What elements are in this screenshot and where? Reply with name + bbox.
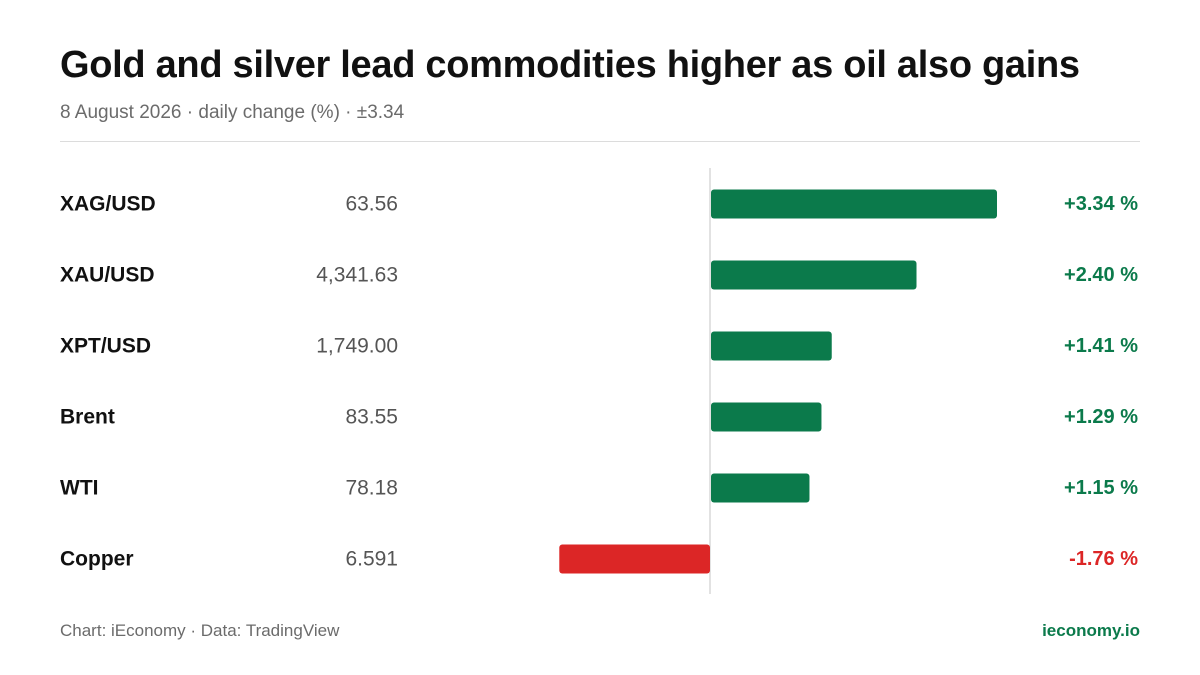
category-label: Brent [60, 406, 115, 429]
change-label: -1.76 % [1069, 548, 1138, 570]
chart-row: WTI 78.18 +1.15 % [60, 473, 1138, 503]
category-label: XAG/USD [60, 193, 156, 216]
chart-subtitle: 8 August 2026 · daily change (%) · ±3.34 [60, 102, 405, 123]
change-label: +1.41 % [1064, 335, 1138, 357]
bar [711, 473, 810, 503]
category-label: WTI [60, 477, 98, 500]
bar [711, 189, 997, 219]
price-label: 78.18 [345, 477, 398, 500]
bar [559, 544, 710, 574]
chart-row: XAU/USD 4,341.63 +2.40 % [60, 260, 1138, 290]
change-label: +3.34 % [1064, 193, 1138, 215]
bar [711, 402, 822, 432]
chart-row: XAG/USD 63.56 +3.34 % [60, 189, 1138, 219]
price-label: 4,341.63 [316, 264, 398, 287]
chart-row: XPT/USD 1,749.00 +1.41 % [60, 331, 1138, 361]
price-label: 6.591 [345, 548, 398, 571]
category-label: XPT/USD [60, 335, 151, 358]
price-label: 1,749.00 [316, 335, 398, 358]
price-label: 63.56 [345, 193, 398, 216]
chart-row: Brent 83.55 +1.29 % [60, 402, 1138, 432]
bar [711, 331, 832, 361]
change-label: +2.40 % [1064, 264, 1138, 286]
source-credit: Chart: iEconomy · Data: TradingView [60, 621, 340, 640]
header-divider [60, 141, 1140, 142]
bar [711, 260, 917, 290]
category-label: Copper [60, 548, 134, 571]
category-label: XAU/USD [60, 264, 155, 287]
chart-row: Copper 6.591 -1.76 % [60, 544, 1138, 574]
change-label: +1.15 % [1064, 477, 1138, 499]
chart-title: Gold and silver lead commodities higher … [60, 44, 1080, 86]
price-label: 83.55 [345, 406, 398, 429]
change-label: +1.29 % [1064, 406, 1138, 428]
brand-link[interactable]: ieconomy.io [1042, 621, 1140, 640]
